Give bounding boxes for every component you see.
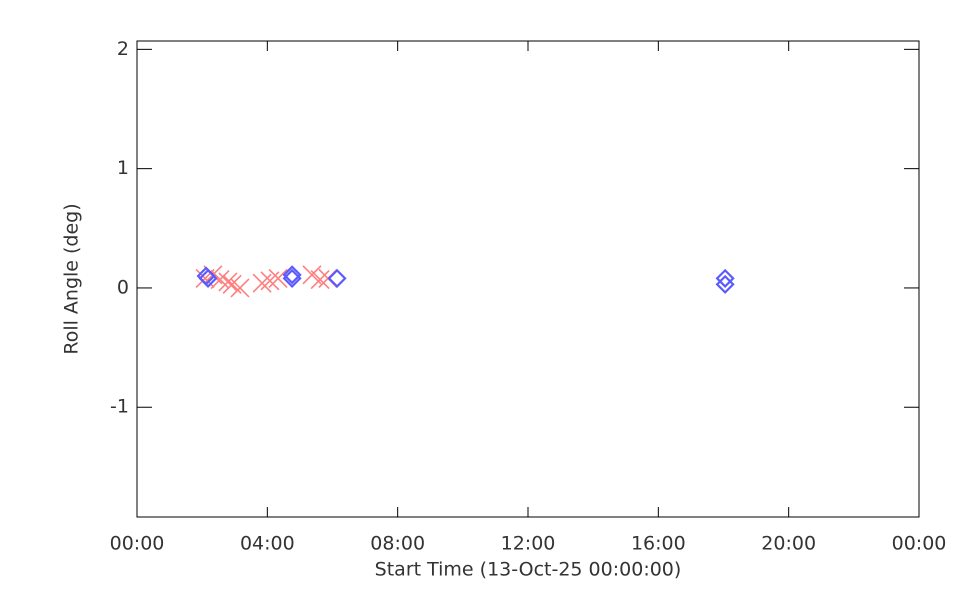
x-tick-label: 00:00 — [110, 533, 165, 555]
diamond-marker — [715, 274, 735, 294]
x-tick-label: 08:00 — [370, 533, 425, 555]
x-tick-label: 20:00 — [761, 533, 816, 555]
x-marker — [210, 270, 230, 290]
x-tick-label: 16:00 — [631, 533, 686, 555]
diamond-marker — [282, 265, 302, 285]
y-tick-label: 2 — [117, 38, 129, 60]
x-marker — [268, 268, 288, 288]
x-tick-label: 04:00 — [240, 533, 295, 555]
plot-frame — [136, 40, 920, 518]
diamond-marker — [327, 268, 347, 288]
x-marker — [230, 278, 250, 298]
x-marker — [218, 272, 238, 292]
x-marker — [310, 270, 330, 290]
y-tick-label: -1 — [110, 396, 129, 418]
diamond-marker — [198, 268, 218, 288]
x-marker — [252, 273, 272, 293]
y-axis-title: Roll Angle (deg) — [61, 203, 83, 354]
x-axis-title: Start Time (13-Oct-25 00:00:00) — [375, 559, 682, 581]
y-tick-label: 1 — [117, 157, 129, 179]
y-tick-label: 0 — [117, 276, 129, 298]
diamond-marker — [282, 268, 302, 288]
x-tick-label: 00:00 — [892, 533, 947, 555]
x-marker — [260, 271, 280, 291]
diamond-marker — [715, 268, 735, 288]
x-tick-label: 12:00 — [501, 533, 556, 555]
